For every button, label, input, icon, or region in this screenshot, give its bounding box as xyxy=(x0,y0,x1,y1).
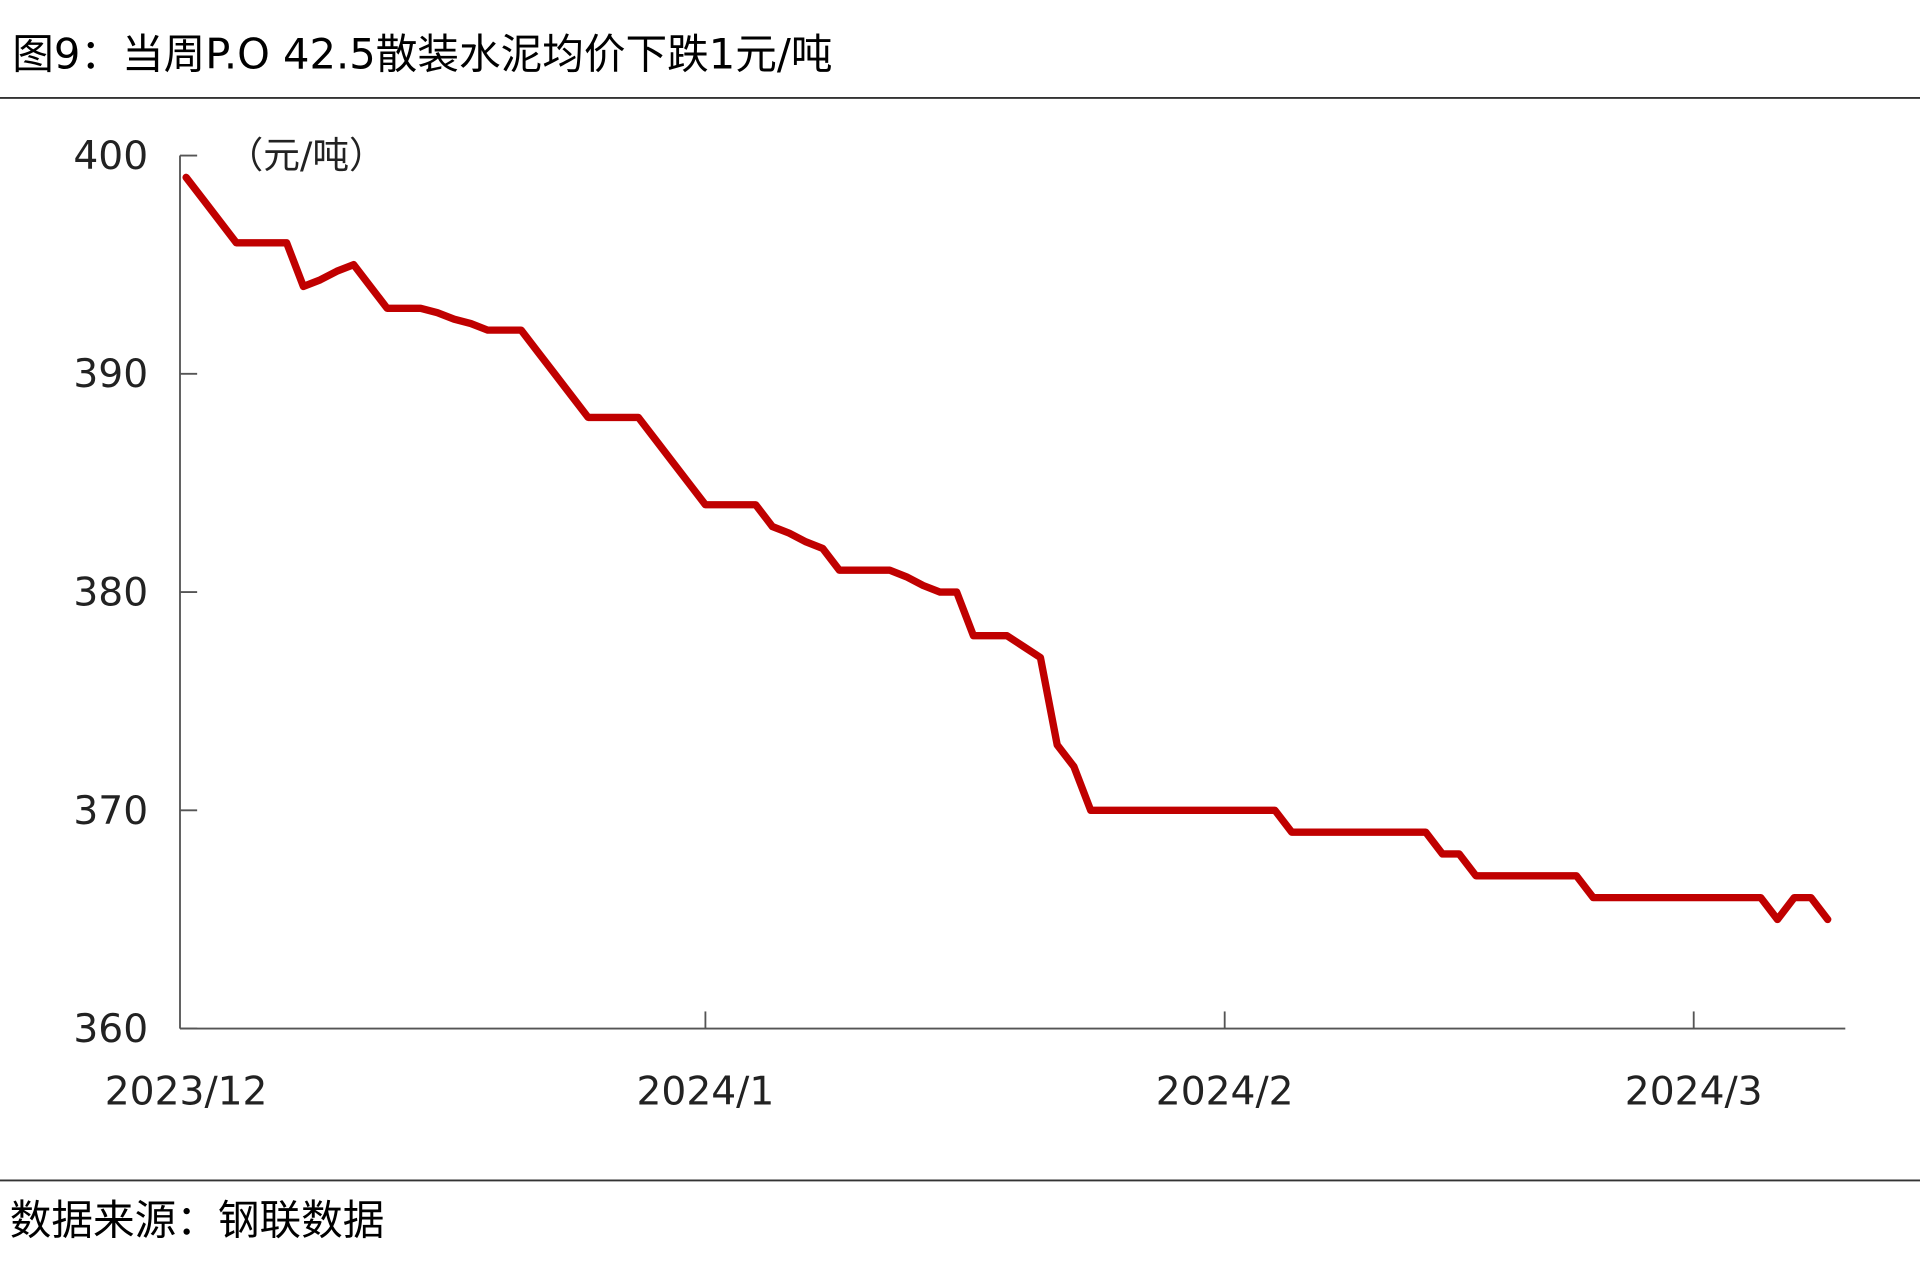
y-tick-label: 390 xyxy=(73,352,148,397)
price-line xyxy=(182,173,1832,924)
x-tick-label: 2024/3 xyxy=(1625,1070,1763,1115)
y-tick-label: 380 xyxy=(73,571,148,616)
unit-label: （元/吨） xyxy=(227,134,386,177)
source: 数据来源：钢联数据 xyxy=(10,1195,385,1244)
x-tick-label: 2024/2 xyxy=(1156,1070,1294,1115)
x-tick-label: 2023/12 xyxy=(105,1070,268,1115)
y-tick-label: 360 xyxy=(73,1007,148,1052)
chart-title: 图9：当周P.O 42.5散装水泥均价下跌1元/吨 xyxy=(12,30,832,79)
y-tick-label: 400 xyxy=(73,134,148,179)
y-tick-label: 370 xyxy=(73,789,148,834)
x-tick-label: 2024/1 xyxy=(636,1070,774,1115)
